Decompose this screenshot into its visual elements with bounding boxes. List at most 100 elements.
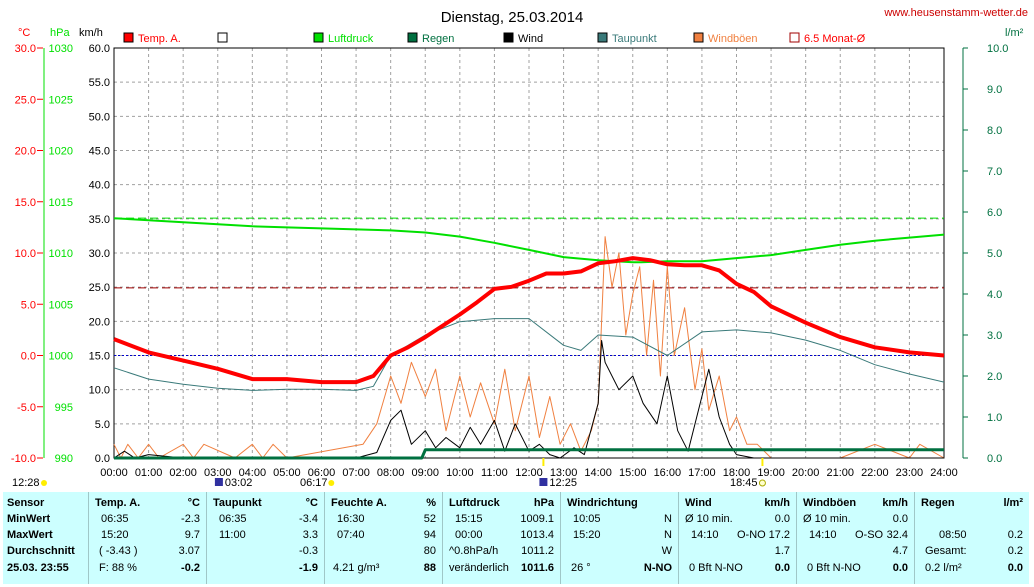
time-tick-label: 06:00 [308,467,336,479]
temp-header: Temp. A. [95,497,141,509]
pressure-tick-label: 1030 [49,43,73,55]
winddir-header: Windrichtung [567,497,638,509]
time-tick-label: 09:00 [411,467,439,479]
legend-swatch-rain [407,32,418,43]
wind-tick-label: 10.0 [89,385,110,397]
humidity-min-val: 52 [423,513,436,525]
pressure-max-val: 1013.4 [520,529,554,541]
wind-tick-label: 50.0 [89,111,110,123]
wind-avg10-val: 0.0 [774,513,790,525]
series-line-wind [113,340,944,459]
temp-unit: °C [187,497,200,509]
rain-tick-label: 10.0 [987,43,1008,55]
time-tick-label: 17:00 [688,467,716,479]
winddir-min-val: N [664,513,672,525]
wind-avg10-label: Ø 10 min. [685,513,733,525]
series-line-rain [114,448,944,460]
pressure-tick-label: 1005 [49,299,73,311]
rain-max-time: 08:50 [939,529,967,541]
stats-table: Sensor MinWert MaxWert Durchschnitt 25.0… [3,492,1029,584]
moon-time: 12:25 [549,477,577,489]
time-tick-label: 16:00 [654,467,682,479]
wind-tick-label: 5.0 [95,419,110,431]
gust-header: Windböen [803,497,857,509]
temp-avg-paren: ( -3.43 ) [99,545,138,557]
pressure-header: Luftdruck [449,497,500,509]
rain-tick-label: 4.0 [987,289,1002,301]
website-link[interactable]: www.heusenstamm-wetter.de [883,7,1028,19]
time-tick-label: 03:00 [204,467,232,479]
temp-tick-label: 30.0 [15,43,36,55]
temp-max-val: 9.7 [184,529,200,541]
gust-avg10-label: Ø 10 min. [803,513,851,525]
gust-max-dir: O-SO [855,529,884,541]
legend-swatch-blank [217,32,228,43]
legend-label-avg: 6.5 Monat-Ø [804,33,866,45]
dewpoint-unit: °C [305,497,318,509]
time-tick-label: 01:00 [135,467,163,479]
rain-tick-label: 3.0 [987,330,1002,342]
wind-tick-label: 45.0 [89,146,110,158]
dewpoint-avg-val: -0.3 [299,545,318,557]
min-row-label: MinWert [7,513,51,525]
rain-today-label: 0.2 l/m² [925,562,962,574]
humidity-header: Feuchte A. [331,497,387,509]
time-tick-label: 11:00 [481,467,508,479]
winddir-max-val: N [664,529,672,541]
wind-unit: km/h [764,497,790,509]
temp-tick-label: -10.0 [11,453,36,465]
humidity-min-time: 16:30 [337,513,365,525]
legend-label-rain: Regen [422,33,454,45]
temp-tick-label: 5.0 [21,299,36,311]
wind-max-time: 14:10 [691,529,719,541]
winddir-degrees: 26 ° [571,562,591,574]
rain-tick-label: 1.0 [987,412,1002,424]
time-tick-label: 07:00 [342,467,370,479]
gust-avg10-val: 0.0 [892,513,908,525]
stats-col-pressure: Luftdruck hPa 15:15 1009.1 00:00 1013.4 … [443,492,561,584]
wind-avg-val: 1.7 [774,545,790,557]
pressure-tick-label: 1010 [49,248,73,260]
temp-avg-val: 3.07 [178,545,200,557]
series-line-temp [113,256,945,385]
temp-current-val: -0.2 [181,562,200,574]
winddir-avg-val: W [661,545,672,557]
time-tick-label: 19:00 [757,467,785,479]
dewpoint-min-time: 06:35 [219,513,247,525]
pressure-trend-label: ^0.8hPa/h [449,545,499,557]
rain-tick-label: 0.0 [987,453,1002,465]
current-date: 25.03. 23:55 [7,562,69,574]
legend-label-temp: Temp. A. [138,33,181,45]
gust-beaufort: 0 Bft N-NO [807,562,861,574]
legend-label-pressure: Luftdruck [328,33,374,45]
pressure-avg-val: 1011.2 [521,545,554,557]
sensor-header: Sensor [7,497,45,509]
rain-tick-label: 6.0 [987,207,1002,219]
rain-tick-label: 8.0 [987,125,1002,137]
stats-col-temp: Temp. A. °C 06:35 -2.3 15:20 9.7 ( -3.43… [89,492,207,584]
time-tick-label: 08:00 [377,467,405,479]
wind-tick-label: 35.0 [89,214,110,226]
sun-icon [41,480,47,486]
dewpoint-header: Taupunkt [213,497,262,509]
stats-col-gust: Windböen km/h Ø 10 min. 0.0 14:10 O-SO 3… [797,492,915,584]
humidity-current-val: 88 [423,562,436,574]
pressure-tick-label: 1015 [49,197,73,209]
legend-label-gust: Windböen [708,33,758,45]
series-line-pressure [113,217,945,264]
legend-swatch-temp [123,32,134,43]
pressure-tick-label: 1020 [49,146,73,158]
gust-avg-val: 4.7 [892,545,908,557]
dewpoint-max-time: 11:00 [219,529,246,541]
wind-max-val: 17.2 [768,529,790,541]
rain-tick-label: 9.0 [987,84,1002,96]
time-tick-label: 18:00 [723,467,751,479]
rain-tick-label: 5.0 [987,248,1002,260]
temp-tick-label: 0.0 [21,351,36,363]
gust-current-val: 0.0 [892,562,908,574]
stats-col-dewpoint: Taupunkt °C 06:35 -3.4 11:00 3.3 -0.3 -1… [207,492,325,584]
legend-swatch-dewpoint [597,32,608,43]
gust-unit: km/h [882,497,908,509]
temp-tick-label: -5.0 [17,402,36,414]
chart-title: Dienstag, 25.03.2014 [441,9,584,26]
